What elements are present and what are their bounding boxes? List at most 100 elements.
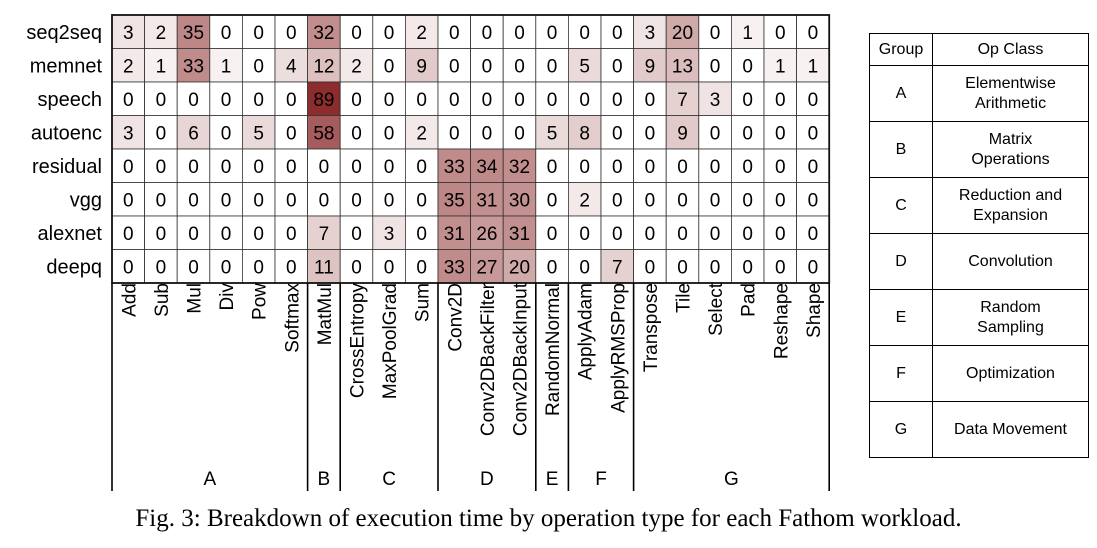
- cell-value-label: 0: [677, 224, 688, 245]
- cell-value-label: 0: [416, 157, 427, 178]
- cell-value-label: 3: [384, 224, 395, 245]
- group-label: E: [546, 469, 559, 490]
- heatmap-cell: [502, 182, 537, 217]
- cell-value-label: 33: [183, 56, 204, 77]
- legend-group: A: [869, 65, 933, 122]
- cell-value-label: 0: [384, 190, 395, 211]
- cell-value-label: 0: [351, 23, 362, 44]
- cell-value-label: 26: [476, 224, 497, 245]
- heatmap-border: [111, 14, 831, 284]
- heatmap-cell: [437, 115, 471, 150]
- cell-value-label: 0: [612, 90, 623, 111]
- cell-value-label: 0: [579, 90, 590, 111]
- heatmap-cell: [665, 14, 700, 49]
- cell-value-label: 0: [742, 257, 753, 278]
- legend-group: D: [869, 233, 933, 290]
- cell-value-label: 2: [416, 123, 427, 144]
- cell-value-label: 0: [645, 157, 656, 178]
- cell-value-label: 0: [612, 23, 623, 44]
- heatmap-cell: [796, 81, 830, 116]
- heatmap-cell: [796, 182, 830, 217]
- legend-header-group: Group: [869, 33, 933, 66]
- cell-value-label: 0: [514, 90, 525, 111]
- heatmap-cell: [698, 182, 732, 217]
- cell-value-label: 0: [351, 224, 362, 245]
- heatmap-cell: [633, 182, 667, 217]
- cell-value-label: 0: [253, 257, 264, 278]
- cell-value-label: 13: [672, 56, 693, 77]
- heatmap-cell: [698, 14, 732, 49]
- cell-value-label: 0: [514, 23, 525, 44]
- column-label: MaxPoolGrad: [380, 283, 401, 399]
- cell-value-label: 0: [156, 190, 167, 211]
- legend-opclass: Matrix Operations: [932, 121, 1089, 178]
- cell-value-label: 0: [253, 190, 264, 211]
- cell-value-label: 0: [547, 90, 558, 111]
- cell-value-label: 0: [123, 157, 134, 178]
- cell-value-label: 0: [384, 257, 395, 278]
- group-label: B: [318, 469, 331, 490]
- cell-value-label: 3: [710, 90, 721, 111]
- heatmap-cell: [372, 48, 406, 83]
- cell-value-label: 0: [808, 190, 819, 211]
- cell-value-label: 0: [449, 123, 460, 144]
- cell-value-label: 31: [509, 224, 530, 245]
- cell-value-label: 0: [579, 224, 590, 245]
- column-label: Tile: [674, 283, 695, 313]
- cell-value-label: 33: [444, 157, 465, 178]
- cell-value-label: 58: [313, 123, 334, 144]
- heatmap-cell: [307, 115, 341, 150]
- cell-value-label: 9: [416, 56, 427, 77]
- cell-value-label: 0: [286, 90, 297, 111]
- legend-header-row: Group Op Class: [869, 33, 1089, 66]
- heatmap-cell: [307, 249, 341, 284]
- row-label: residual: [32, 156, 102, 178]
- cell-value-label: 1: [775, 56, 786, 77]
- cell-value-label: 0: [775, 23, 786, 44]
- cell-value-label: 0: [384, 23, 395, 44]
- cell-value-label: 0: [742, 224, 753, 245]
- column-label: Reshape: [771, 283, 792, 359]
- heatmap-cell: [796, 148, 830, 183]
- cell-value-label: 0: [547, 224, 558, 245]
- cell-value-label: 3: [123, 123, 134, 144]
- cell-value-label: 0: [775, 90, 786, 111]
- heatmap-cell: [241, 81, 276, 116]
- cell-value-label: 0: [579, 23, 590, 44]
- heatmap-cell: [339, 115, 374, 150]
- cell-value-label: 0: [221, 90, 232, 111]
- cell-value-label: 0: [156, 224, 167, 245]
- cell-value-label: 0: [775, 123, 786, 144]
- heatmap-cell: [111, 249, 145, 284]
- heatmap-cell: [144, 81, 178, 116]
- heatmap-cell: [111, 48, 145, 83]
- column-label: Conv2DBackInput: [511, 282, 532, 436]
- column-label: Shape: [804, 283, 825, 338]
- heatmap-cell: [307, 148, 341, 183]
- cell-value-label: 0: [123, 224, 134, 245]
- column-label: Conv2D: [445, 283, 466, 352]
- heatmap-cell: [111, 148, 145, 183]
- legend-group: C: [869, 177, 933, 234]
- cell-value-label: 1: [808, 56, 819, 77]
- cell-value-label: 0: [156, 157, 167, 178]
- cell-value-label: 0: [710, 23, 721, 44]
- column-label: Sub: [152, 283, 173, 317]
- cell-value-label: 0: [351, 257, 362, 278]
- cell-value-label: 0: [547, 23, 558, 44]
- cell-value-label: 0: [482, 23, 493, 44]
- heatmap-cell: [568, 81, 602, 116]
- cell-value-label: 32: [313, 23, 334, 44]
- column-label: Pad: [739, 283, 760, 317]
- cell-value-label: 0: [482, 90, 493, 111]
- heatmap-cell: [633, 215, 667, 250]
- cell-value-label: 32: [509, 157, 530, 178]
- cell-value-label: 5: [253, 123, 264, 144]
- cell-value-label: 9: [645, 56, 656, 77]
- cell-value-label: 0: [123, 90, 134, 111]
- cell-value-label: 0: [482, 123, 493, 144]
- heatmap-cell: [404, 215, 439, 250]
- heatmap-cell: [274, 215, 308, 250]
- heatmap-cell: [339, 249, 374, 284]
- cell-value-label: 0: [710, 123, 721, 144]
